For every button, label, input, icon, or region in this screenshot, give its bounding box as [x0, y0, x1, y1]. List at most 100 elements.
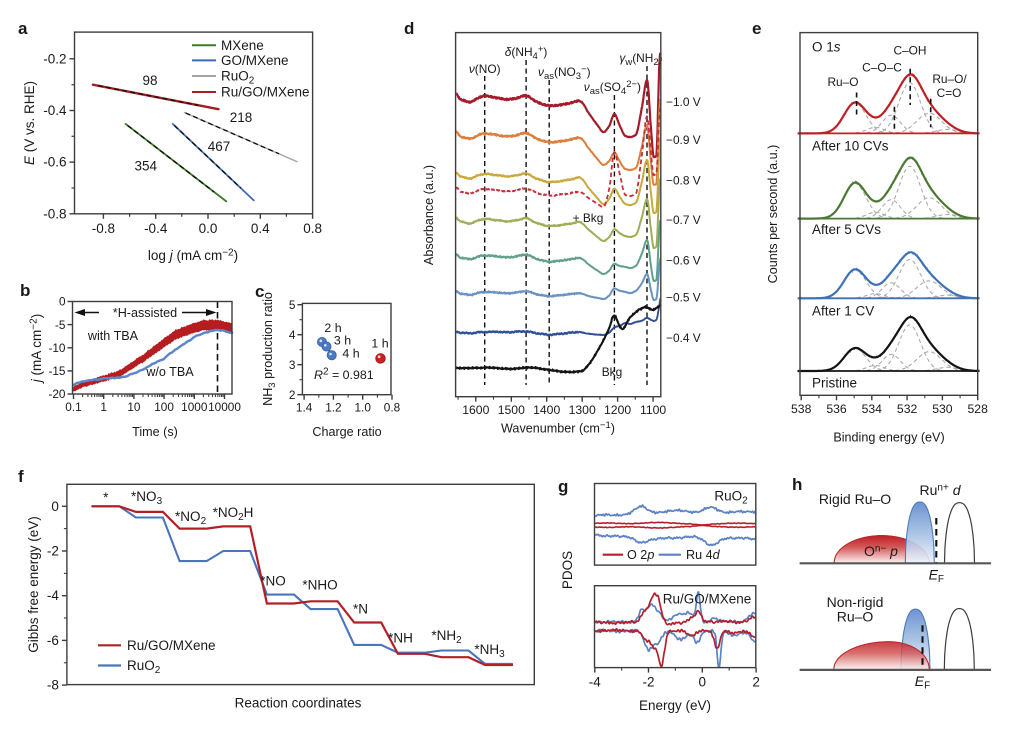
svg-text:Bkg: Bkg	[602, 365, 623, 379]
svg-text:*H-assisted: *H-assisted	[113, 306, 177, 320]
svg-text:After 1 CV: After 1 CV	[812, 304, 874, 319]
svg-text:-15: -15	[48, 364, 65, 378]
svg-text:532: 532	[897, 402, 918, 416]
svg-text:0.8: 0.8	[303, 221, 322, 236]
svg-text:f: f	[18, 467, 24, 486]
svg-text:*NH: *NH	[388, 631, 413, 646]
svg-text:−0.4 V: −0.4 V	[666, 331, 701, 345]
svg-text:-2: -2	[47, 544, 59, 559]
svg-text:log j (mA cm−2): log j (mA cm−2)	[148, 248, 238, 264]
svg-text:1200: 1200	[604, 403, 631, 417]
svg-text:0: 0	[59, 295, 66, 309]
svg-text:-10: -10	[48, 341, 65, 355]
svg-text:1 h: 1 h	[371, 337, 388, 351]
svg-text:Ru 4d: Ru 4d	[686, 548, 721, 562]
svg-text:C=O: C=O	[937, 86, 962, 100]
svg-text:4: 4	[289, 328, 296, 342]
svg-text:530: 530	[932, 402, 953, 416]
svg-text:2: 2	[289, 388, 296, 402]
svg-text:536: 536	[826, 402, 847, 416]
svg-text:R2 = 0.981: R2 = 0.981	[314, 367, 374, 383]
svg-text:Run+ d: Run+ d	[920, 482, 962, 498]
svg-text:3 h: 3 h	[334, 334, 351, 348]
svg-text:*NH2: *NH2	[431, 628, 462, 646]
svg-text:Rigid Ru–O: Rigid Ru–O	[819, 491, 891, 507]
svg-text:−0.6 V: −0.6 V	[666, 254, 701, 268]
svg-text:−1.0 V: −1.0 V	[666, 95, 701, 109]
svg-text:C–O–C: C–O–C	[862, 61, 902, 75]
svg-text:g: g	[558, 477, 568, 496]
svg-text:1.4: 1.4	[296, 401, 313, 415]
svg-text:1.0: 1.0	[354, 401, 371, 415]
svg-text:-0.2: -0.2	[43, 51, 66, 66]
svg-text:ν(NO): ν(NO)	[469, 62, 501, 76]
svg-text:1300: 1300	[569, 403, 596, 417]
svg-text:0.0: 0.0	[199, 221, 218, 236]
svg-text:-4: -4	[589, 675, 601, 690]
svg-text:*NO2: *NO2	[175, 509, 207, 527]
svg-text:98: 98	[142, 73, 157, 88]
svg-text:Charge ratio: Charge ratio	[312, 425, 381, 439]
svg-text:b: b	[20, 281, 30, 300]
svg-text:4 h: 4 h	[342, 347, 359, 361]
svg-text:*NO3: *NO3	[131, 489, 163, 507]
svg-text:-6: -6	[47, 633, 59, 648]
svg-text:NH3 production ratio: NH3 production ratio	[261, 292, 278, 406]
svg-text:-20: -20	[48, 387, 65, 401]
svg-text:*N: *N	[353, 602, 368, 617]
svg-text:100: 100	[154, 400, 174, 414]
svg-text:with TBA: with TBA	[87, 329, 139, 343]
svg-text:0: 0	[699, 675, 707, 690]
svg-text:After 10 CVs: After 10 CVs	[812, 139, 889, 154]
svg-text:−0.5 V: −0.5 V	[666, 290, 701, 304]
svg-text:νas(NO3−): νas(NO3−)	[538, 64, 591, 82]
svg-text:Binding energy (eV): Binding energy (eV)	[833, 431, 944, 445]
svg-text:Gibbs free energy (eV): Gibbs free energy (eV)	[26, 516, 41, 653]
svg-text:-0.4: -0.4	[43, 103, 67, 118]
svg-text:RuO2: RuO2	[127, 658, 161, 676]
svg-text:RuO2: RuO2	[221, 69, 255, 87]
svg-text:-0.8: -0.8	[43, 206, 66, 221]
svg-text:j (mA cm−2): j (mA cm−2)	[29, 314, 45, 384]
svg-text:*: *	[103, 490, 109, 505]
svg-text:PDOS: PDOS	[560, 551, 575, 589]
svg-text:-0.8: -0.8	[92, 221, 115, 236]
svg-text:d: d	[404, 19, 414, 38]
svg-text:After 5 CVs: After 5 CVs	[812, 222, 881, 237]
svg-text:3: 3	[289, 358, 296, 372]
svg-text:1100: 1100	[640, 403, 666, 417]
svg-text:C–OH: C–OH	[893, 44, 926, 58]
svg-text:10: 10	[127, 400, 141, 414]
svg-text:1.2: 1.2	[325, 401, 341, 415]
svg-text:0.8: 0.8	[384, 401, 401, 415]
svg-text:-0.6: -0.6	[43, 155, 66, 170]
svg-text:538: 538	[791, 402, 812, 416]
svg-text:On− p: On− p	[864, 543, 898, 559]
svg-text:Pristine: Pristine	[812, 376, 857, 391]
svg-text:Energy (eV): Energy (eV)	[639, 698, 711, 713]
svg-text:10000: 10000	[208, 400, 241, 414]
svg-text:-0.4: -0.4	[144, 221, 168, 236]
svg-text:Counts per second (a.u.): Counts per second (a.u.)	[766, 145, 780, 284]
svg-text:MXene: MXene	[221, 38, 264, 53]
svg-text:467: 467	[208, 139, 231, 154]
svg-text:-8: -8	[47, 678, 59, 693]
svg-text:528: 528	[968, 402, 989, 416]
svg-text:EF: EF	[915, 673, 930, 692]
svg-text:E (V vs. RHE): E (V vs. RHE)	[22, 81, 37, 165]
svg-text:RuO2: RuO2	[714, 489, 748, 507]
svg-text:w/o TBA: w/o TBA	[145, 365, 194, 379]
svg-text:*NO2H: *NO2H	[213, 505, 254, 523]
svg-text:218: 218	[230, 110, 253, 125]
svg-text:*NHO: *NHO	[302, 578, 337, 593]
svg-text:Ru/GO/MXene: Ru/GO/MXene	[663, 592, 752, 607]
svg-text:νas(SO42−): νas(SO42−)	[584, 79, 641, 97]
svg-text:+ Bkg: + Bkg	[573, 211, 604, 225]
svg-text:−0.7 V: −0.7 V	[666, 213, 701, 227]
svg-text:*NO: *NO	[260, 574, 286, 589]
svg-text:0.1: 0.1	[65, 400, 81, 414]
svg-text:1: 1	[100, 400, 107, 414]
svg-text:1500: 1500	[498, 403, 525, 417]
svg-text:−0.9 V: −0.9 V	[666, 133, 701, 147]
svg-text:1400: 1400	[533, 403, 560, 417]
